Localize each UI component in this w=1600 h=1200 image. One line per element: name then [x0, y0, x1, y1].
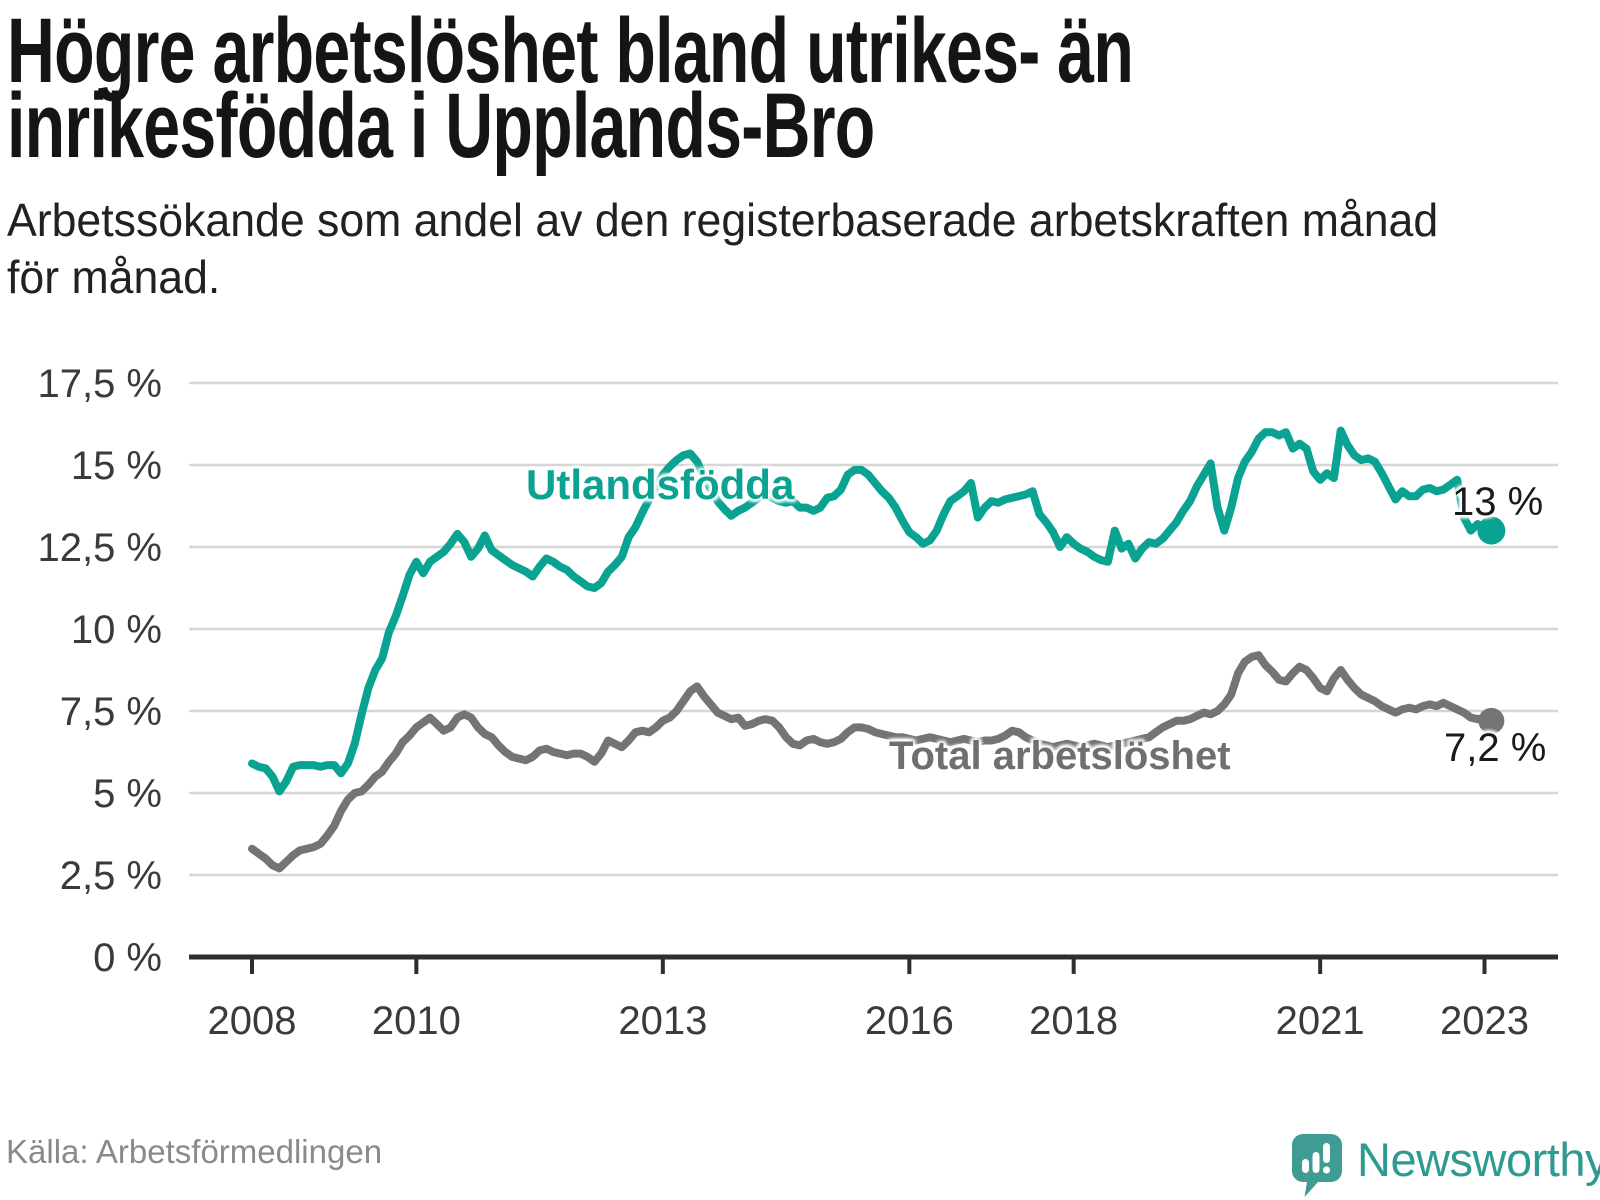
- series-line-utlandsfodda: [248, 426, 1496, 796]
- x-axis-tick-label: 2018: [1029, 999, 1118, 1043]
- series-label-total-arbetsloshet: Total arbetslöshet: [889, 734, 1231, 778]
- y-axis-tick-label: 5 %: [93, 772, 162, 816]
- page-title-line1: Högre arbetslöshet bland utrikes- än: [7, 0, 1134, 102]
- y-axis-tick-label: 2,5 %: [60, 854, 162, 898]
- end-value-label-total: 7,2 %: [1444, 726, 1547, 770]
- series-line-total: [248, 651, 1496, 873]
- page-title-line2: inrikesfödda i Upplands-Bro: [7, 75, 875, 177]
- chart-subtitle: Arbetssökande som andel av den registerb…: [7, 192, 1438, 306]
- page-title: Högre arbetslöshet bland utrikes- än inr…: [7, 0, 1134, 177]
- x-axis-tick-label: 2016: [865, 999, 954, 1043]
- source-note: Källa: Arbetsförmedlingen: [6, 1133, 383, 1170]
- x-axis-tick-label: 2013: [618, 999, 707, 1043]
- y-axis-tick-label: 15 %: [71, 444, 162, 488]
- y-axis-tick-label: 12,5 %: [37, 526, 162, 570]
- y-axis-tick-label: 17,5 %: [37, 362, 162, 406]
- logo-bar-medium: [1312, 1152, 1320, 1173]
- series-end-dot: [1478, 707, 1505, 734]
- logo-exclamation-dot: [1322, 1166, 1331, 1174]
- x-axis-tick-label: 2010: [372, 999, 461, 1043]
- newsworthy-wordmark: Newsworthy: [1357, 1133, 1600, 1186]
- x-axis-tick-label: 2008: [208, 999, 297, 1043]
- chart-subtitle-line1: Arbetssökande som andel av den registerb…: [7, 194, 1439, 246]
- y-axis-tick-label: 10 %: [71, 608, 162, 652]
- series-label-utlandsfodda: Utlandsfödda: [526, 461, 795, 508]
- logo-bar-small: [1302, 1159, 1309, 1173]
- y-axis-tick-label: 7,5 %: [60, 690, 162, 734]
- chart-subtitle-line2: för månad.: [7, 251, 221, 303]
- end-value-label-utlandsfodda: 13 %: [1452, 480, 1544, 524]
- newsworthy-brand: Newsworthy: [1292, 1134, 1600, 1198]
- logo-exclamation-bar: [1323, 1143, 1330, 1163]
- x-axis-tick-label: 2021: [1276, 999, 1365, 1043]
- y-axis-tick-label: 0 %: [93, 936, 162, 980]
- series-end-dot: [1477, 516, 1506, 545]
- newsworthy-logo-icon: [1292, 1134, 1342, 1197]
- x-axis-tick-label: 2023: [1440, 999, 1529, 1043]
